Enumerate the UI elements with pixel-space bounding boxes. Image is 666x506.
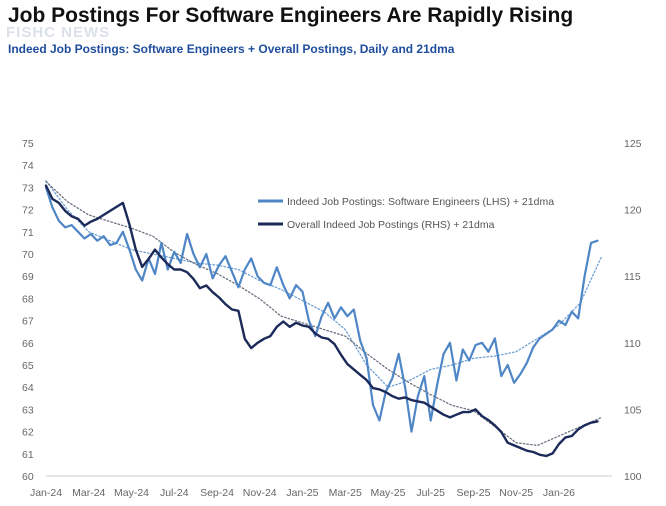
- x-tick-label: Mar-24: [72, 487, 105, 499]
- x-tick-label: Jan-24: [30, 487, 62, 499]
- x-tick-label: May-25: [370, 487, 405, 499]
- left-tick-label: 61: [22, 449, 34, 461]
- legend-label-overall: Overall Indeed Job Postings (RHS) + 21dm…: [287, 219, 495, 231]
- series-group: [44, 180, 603, 458]
- left-tick-label: 63: [22, 404, 34, 416]
- left-tick-label: 62: [22, 427, 34, 439]
- left-tick-label: 70: [22, 249, 34, 261]
- left-tick-label: 64: [22, 382, 34, 394]
- left-tick-label: 69: [22, 271, 34, 283]
- x-tick-label: Jul-25: [416, 487, 445, 499]
- legend: Indeed Job Postings: Software Engineers …: [258, 196, 554, 231]
- left-axis-ticks: 60 61 62 63 64 65 66 67 68 69 70 71 72 73 74 75: [22, 138, 34, 483]
- x-tick-label: Nov-25: [499, 487, 533, 499]
- left-tick-label: 73: [22, 182, 34, 194]
- left-tick-label: 71: [22, 227, 34, 239]
- left-tick-label: 74: [22, 160, 34, 172]
- x-tick-label: Sep-24: [200, 487, 234, 499]
- right-tick-label: 110: [624, 338, 641, 350]
- chart-subtitle: Indeed Job Postings: Software Engineers …: [8, 42, 455, 56]
- x-tick-label: Jul-24: [160, 487, 189, 499]
- overall-postings-21dma-line: [45, 180, 603, 447]
- watermark: FISHC NEWS: [6, 24, 111, 41]
- left-tick-label: 75: [22, 138, 34, 150]
- x-tick-label: Jan-26: [543, 487, 575, 499]
- x-tick-label: Jan-25: [286, 487, 318, 499]
- left-tick-label: 68: [22, 293, 34, 305]
- right-tick-label: 120: [624, 205, 642, 217]
- right-axis-ticks: 100 105 110 115 120 125: [624, 138, 642, 483]
- left-tick-label: 65: [22, 360, 34, 372]
- x-tick-label: Mar-25: [329, 487, 362, 499]
- overall-postings-line: [44, 184, 599, 458]
- x-tick-label: May-24: [114, 487, 149, 499]
- right-tick-label: 100: [624, 471, 642, 483]
- x-tick-label: Sep-25: [457, 487, 491, 499]
- left-tick-label: 72: [22, 205, 34, 217]
- left-tick-label: 67: [22, 316, 34, 328]
- right-tick-label: 115: [624, 271, 641, 283]
- chart-title: Job Postings For Software Engineers Are …: [8, 4, 574, 27]
- right-tick-label: 125: [624, 138, 642, 150]
- software-engineers-line: [44, 186, 599, 433]
- right-tick-label: 105: [624, 404, 642, 416]
- x-tick-label: Nov-24: [243, 487, 277, 499]
- left-tick-label: 66: [22, 338, 34, 350]
- legend-label-software: Indeed Job Postings: Software Engineers …: [287, 196, 554, 208]
- left-tick-label: 60: [22, 471, 34, 483]
- x-axis-ticks: Jan-24 Mar-24 May-24 Jul-24 Sep-24 Nov-24 Jan-…: [30, 487, 575, 499]
- software-engineers-21dma-line: [45, 180, 603, 388]
